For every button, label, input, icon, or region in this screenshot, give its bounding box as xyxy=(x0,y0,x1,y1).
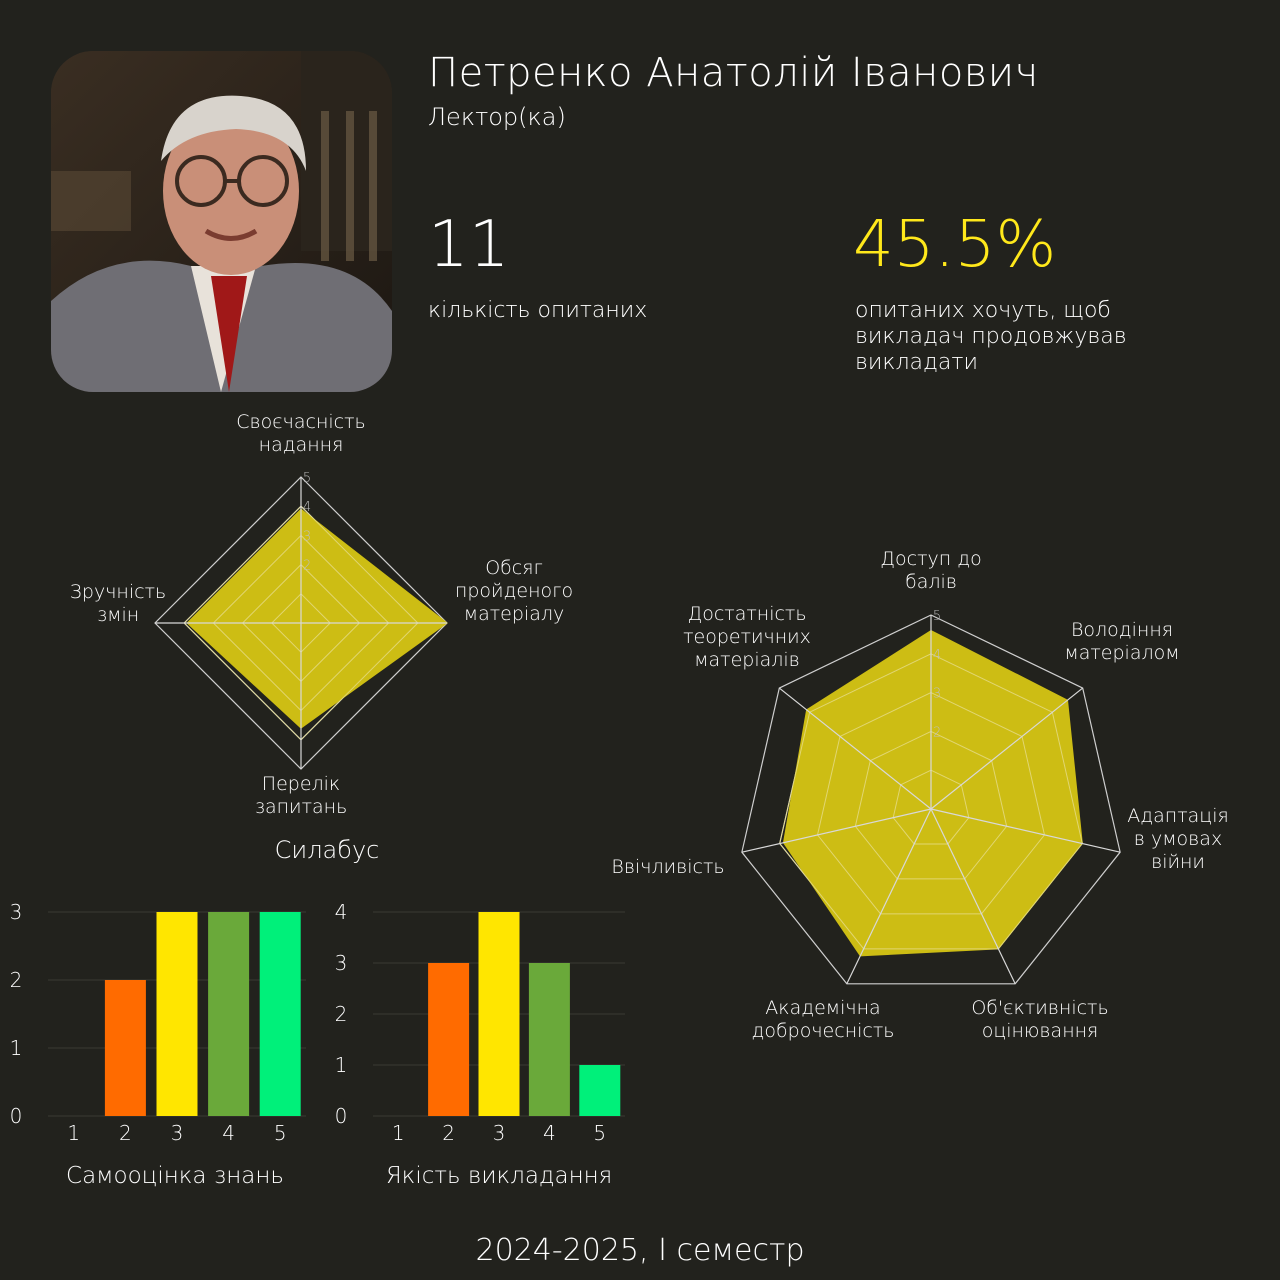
radar-grid-overlay xyxy=(854,730,1008,880)
bar-5 xyxy=(259,912,301,1116)
bar-4 xyxy=(528,963,570,1116)
radar-axis-label: Володіння xyxy=(1071,619,1173,641)
radar-data-area xyxy=(186,508,448,729)
bar-y-tick: 4 xyxy=(335,900,348,924)
radar-scale-tick: 5 xyxy=(303,471,311,486)
radar-axis-label: в умовах xyxy=(1134,828,1222,850)
bar-y-tick: 1 xyxy=(10,1036,23,1060)
lecturer-name: Петренко Анатолій Іванович xyxy=(428,50,1039,96)
radar-scale-tick: 5 xyxy=(933,609,941,624)
bar-2 xyxy=(104,980,146,1116)
lecturer-role: Лектор(ка) xyxy=(428,103,566,131)
radar-spoke xyxy=(741,808,932,853)
radar-title: Силабус xyxy=(275,836,380,864)
bar-y-tick: 2 xyxy=(335,1002,348,1026)
bar-x-tick: 2 xyxy=(442,1121,455,1145)
bar-chart-2 xyxy=(48,911,306,1117)
radar-spoke xyxy=(930,808,1121,853)
radar-spoke xyxy=(930,808,1016,985)
radar-axis-label: Адаптація xyxy=(1127,805,1228,827)
bar-chart-3 xyxy=(373,911,625,1117)
radar-scale-tick: 3 xyxy=(933,687,941,702)
bar-x-tick: 4 xyxy=(222,1121,235,1145)
bar-y-tick: 0 xyxy=(10,1104,23,1128)
radar-axis-label: Академічна xyxy=(765,997,880,1019)
bar-x-tick: 3 xyxy=(171,1121,184,1145)
lecturer-photo xyxy=(51,51,392,392)
radar-axis-label: війни xyxy=(1151,851,1205,873)
radar-spoke xyxy=(930,687,1084,810)
bar-2 xyxy=(428,963,470,1116)
radar-axis-label: Перелік xyxy=(262,773,340,795)
portrait-image xyxy=(51,51,392,392)
radar-spoke xyxy=(846,808,932,985)
bar-y-tick: 0 xyxy=(335,1104,348,1128)
bar-3 xyxy=(478,912,520,1116)
radar-scale-tick: 4 xyxy=(303,500,311,515)
radar-spoke xyxy=(778,687,932,810)
radar-scale-tick: 2 xyxy=(303,559,311,574)
bar-chart-title: Якість викладання xyxy=(386,1163,613,1189)
continue-percentage: 45.5% xyxy=(853,208,1057,282)
radar-data-area xyxy=(782,629,1083,957)
radar-axis-label: матеріалу xyxy=(464,603,564,625)
radar-axis-label: доброчесність xyxy=(752,1020,895,1042)
semester-footer: 2024-2025, I семестр xyxy=(475,1233,805,1268)
radar-axis-label: Обсяг xyxy=(485,557,543,579)
radar-scale-tick: 2 xyxy=(933,725,941,740)
bar-4 xyxy=(208,912,250,1116)
bar-x-tick: 3 xyxy=(493,1121,506,1145)
radar-chart-1 xyxy=(741,614,1121,985)
radar-axis-label: матеріалом xyxy=(1064,642,1179,664)
radar-chart-0 xyxy=(154,476,448,770)
bar-x-tick: 1 xyxy=(392,1121,405,1145)
bar-y-tick: 1 xyxy=(335,1053,348,1077)
bar-x-tick: 5 xyxy=(593,1121,606,1145)
bar-y-tick: 3 xyxy=(10,900,23,924)
radar-scale-tick: 4 xyxy=(933,648,941,663)
radar-grid-overlay xyxy=(892,769,970,845)
radar-scale-tick: 3 xyxy=(303,529,311,544)
bar-3 xyxy=(156,912,198,1116)
radar-axis-label: балів xyxy=(905,571,957,593)
radar-axis-label: пройденого xyxy=(455,580,573,602)
bar-x-tick: 2 xyxy=(119,1121,132,1145)
respondents-count: 11 xyxy=(428,208,510,282)
radar-axis-label: змін xyxy=(97,604,139,626)
bar-y-tick: 3 xyxy=(335,951,348,975)
radar-axis-label: Об'єктивність xyxy=(971,997,1108,1019)
radar-grid-overlay xyxy=(816,692,1046,915)
bar-x-tick: 4 xyxy=(543,1121,556,1145)
respondents-label: кількість опитаних xyxy=(428,298,648,323)
radar-axis-label: теоретичних xyxy=(683,626,811,648)
bar-y-tick: 2 xyxy=(10,968,23,992)
continue-label: опитаних хочуть, щоб викладач продовжува… xyxy=(855,298,1127,375)
radar-grid-ring xyxy=(741,614,1121,985)
bar-x-tick: 5 xyxy=(274,1121,287,1145)
bar-chart-title: Самооцінка знань xyxy=(66,1163,284,1189)
radar-axis-label: запитань xyxy=(255,796,348,818)
radar-axis-label: надання xyxy=(259,434,344,456)
bar-5 xyxy=(579,1065,621,1116)
radar-axis-label: матеріалів xyxy=(694,649,800,671)
bar-x-tick: 1 xyxy=(67,1121,80,1145)
radar-axis-label: Ввічливість xyxy=(611,856,724,878)
radar-axis-label: Достатність xyxy=(687,603,806,625)
radar-axis-label: Своєчасність xyxy=(236,411,366,433)
radar-axis-label: Доступ до xyxy=(880,548,981,570)
radar-grid-overlay xyxy=(779,653,1083,950)
radar-axis-label: Зручність xyxy=(70,581,166,603)
radar-axis-label: оцінювання xyxy=(982,1020,1099,1042)
